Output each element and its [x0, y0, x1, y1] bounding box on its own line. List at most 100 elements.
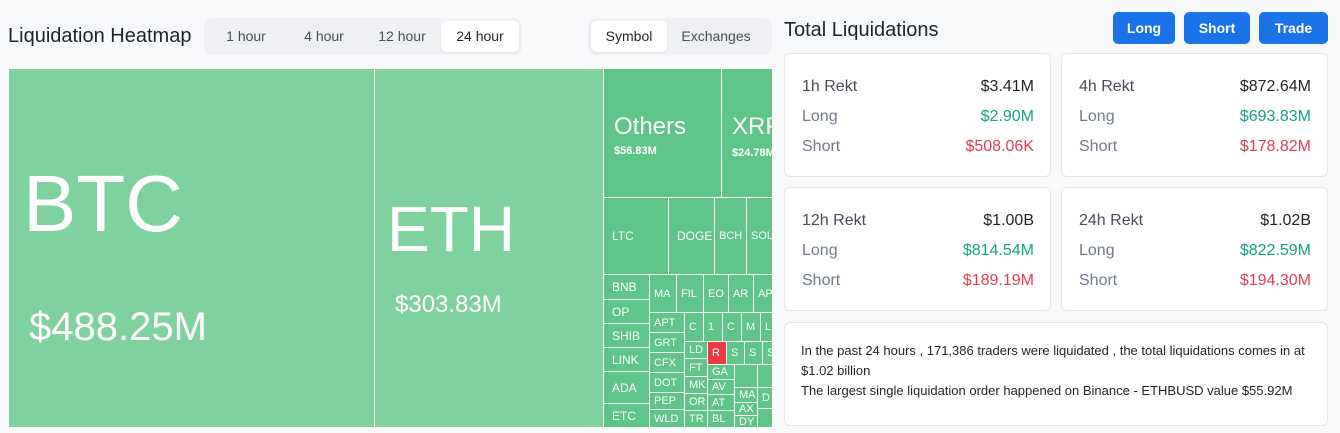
- card-total: $1.00B: [983, 212, 1034, 229]
- treemap-cell-apt[interactable]: APT: [649, 312, 685, 333]
- treemap-cell-others[interactable]: Others $56.83M: [603, 68, 722, 198]
- rekt-card-12h: 12h Rekt $1.00B Long $814.54M Short $189.19…: [784, 187, 1051, 311]
- cell-symbol: BTC: [23, 159, 183, 248]
- long-button[interactable]: Long: [1113, 12, 1175, 44]
- cell-symbol: LINK: [612, 352, 639, 367]
- treemap-cell-ga[interactable]: GA: [707, 364, 735, 380]
- treemap-cell-ar[interactable]: AR: [728, 274, 754, 313]
- long-label: Long: [802, 108, 838, 125]
- treemap-cell-ap[interactable]: AP: [753, 274, 772, 313]
- cell-value: $488.25M: [29, 305, 207, 349]
- cell-symbol: PEP: [654, 395, 677, 407]
- treemap-cell-ma2[interactable]: MA: [734, 387, 758, 403]
- treemap-cell-mk[interactable]: MK: [684, 376, 708, 394]
- treemap-cell-eth[interactable]: ETH $303.83M: [374, 68, 604, 428]
- liquidation-treemap: BTC $488.25M ETH $303.83M Others $56.83M…: [8, 68, 772, 428]
- treemap-cell-m[interactable]: M: [741, 312, 761, 342]
- cell-symbol: XRP: [732, 113, 772, 140]
- summary-line-2: The largest single liquidation order hap…: [801, 383, 1293, 398]
- card-label: 12h Rekt: [802, 212, 867, 229]
- cell-symbol: D: [762, 392, 770, 404]
- treemap-cell-misc[interactable]: [734, 364, 758, 388]
- cell-symbol: SOL: [751, 230, 772, 242]
- short-value: $189.19M: [962, 272, 1034, 289]
- trade-button[interactable]: Trade: [1259, 12, 1328, 44]
- treemap-cell-s3[interactable]: S: [762, 341, 772, 365]
- cell-symbol: MK: [689, 379, 706, 391]
- cell-symbol: MA: [739, 389, 756, 401]
- treemap-cell-dot[interactable]: DOT: [649, 372, 685, 393]
- cell-symbol: ETC: [612, 408, 636, 423]
- cell-symbol: CFX: [654, 356, 676, 369]
- treemap-cell-l[interactable]: L: [760, 312, 772, 342]
- treemap-cell-s1[interactable]: S: [726, 341, 745, 365]
- time-option-24h[interactable]: 24 hour: [441, 21, 519, 52]
- treemap-cell-s2[interactable]: S: [744, 341, 763, 365]
- long-label: Long: [1079, 242, 1115, 259]
- treemap-cell-bnb[interactable]: BNB: [603, 274, 650, 300]
- cell-symbol: C: [727, 321, 735, 333]
- group-option-exchanges[interactable]: Exchanges: [681, 28, 751, 44]
- treemap-cell-or[interactable]: OR: [684, 393, 708, 411]
- short-button[interactable]: Short: [1184, 12, 1250, 44]
- treemap-cell-grt[interactable]: GRT: [649, 332, 685, 353]
- cell-symbol: DOT: [654, 376, 678, 389]
- treemap-cell-c2[interactable]: C: [722, 312, 742, 342]
- treemap-cell-xrp[interactable]: XRP $24.78M: [721, 68, 772, 198]
- treemap-cell-sol[interactable]: SOL: [746, 197, 772, 275]
- treemap-cell-op[interactable]: OP: [603, 299, 650, 324]
- short-label: Short: [1079, 138, 1118, 155]
- treemap-cell-shib[interactable]: SHIB: [603, 323, 650, 348]
- rekt-card-24h: 24h Rekt $1.02B Long $822.59M Short $194.30…: [1061, 187, 1328, 311]
- treemap-cell-cfx[interactable]: CFX: [649, 352, 685, 373]
- treemap-cell-1[interactable]: 1: [703, 312, 723, 342]
- treemap-cell-misc[interactable]: [757, 364, 772, 388]
- treemap-cell-d[interactable]: D: [757, 387, 772, 409]
- treemap-cell-ada[interactable]: ADA: [603, 371, 650, 404]
- treemap-cell-fil[interactable]: FIL: [676, 274, 704, 313]
- treemap-cell-misc[interactable]: [757, 408, 772, 428]
- cell-symbol: C: [689, 321, 697, 333]
- cell-symbol: GA: [712, 366, 728, 378]
- treemap-cell-doge[interactable]: DOGE: [668, 197, 715, 275]
- short-value: $508.06K: [965, 138, 1034, 155]
- heatmap-title: Liquidation Heatmap: [8, 25, 192, 47]
- treemap-cell-c[interactable]: C: [684, 312, 704, 342]
- long-label: Long: [802, 242, 838, 259]
- treemap-cell-wld[interactable]: WLD: [649, 409, 685, 428]
- treemap-cell-link[interactable]: LINK: [603, 347, 650, 372]
- cell-symbol: BCH: [719, 230, 743, 242]
- treemap-cell-av[interactable]: AV: [707, 379, 735, 395]
- cell-symbol: M: [746, 321, 756, 333]
- treemap-cell-etc[interactable]: ETC: [603, 403, 650, 428]
- group-option-symbol[interactable]: Symbol: [591, 21, 667, 52]
- treemap-cell-bch[interactable]: BCH: [714, 197, 747, 275]
- time-option-4h[interactable]: 4 hour: [304, 28, 344, 44]
- treemap-cell-ax[interactable]: AX: [734, 402, 758, 416]
- treemap-cell-ld[interactable]: LD: [684, 341, 708, 359]
- time-option-12h[interactable]: 12 hour: [378, 28, 426, 44]
- card-total: $1.02B: [1260, 212, 1311, 229]
- cell-symbol: AX: [739, 403, 754, 415]
- treemap-cell-ltc[interactable]: LTC: [603, 197, 669, 275]
- cell-value: $303.83M: [395, 291, 502, 318]
- treemap-cell-bl[interactable]: BL: [707, 410, 735, 428]
- cell-symbol: TR: [689, 413, 704, 425]
- cell-symbol: GRT: [654, 336, 678, 349]
- treemap-cell-ft[interactable]: FT: [684, 358, 708, 377]
- treemap-cell-pep[interactable]: PEP: [649, 392, 685, 410]
- treemap-cell-ma[interactable]: MA: [649, 274, 677, 313]
- treemap-cell-dy[interactable]: DY: [734, 415, 758, 428]
- treemap-cell-tr[interactable]: TR: [684, 410, 708, 428]
- time-option-1h[interactable]: 1 hour: [226, 28, 266, 44]
- treemap-cell-r[interactable]: R: [707, 341, 727, 365]
- cell-symbol: WLD: [654, 412, 679, 425]
- cell-symbol: S: [731, 347, 739, 359]
- cell-symbol: DY: [739, 415, 755, 428]
- short-value: $194.30M: [1239, 272, 1311, 289]
- treemap-cell-btc[interactable]: BTC $488.25M: [8, 68, 375, 428]
- treemap-cell-at[interactable]: AT: [707, 394, 735, 411]
- card-label: 4h Rekt: [1079, 78, 1135, 95]
- treemap-cell-eo[interactable]: EO: [703, 274, 729, 313]
